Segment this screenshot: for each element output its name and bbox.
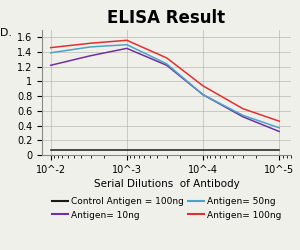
Antigen= 100ng xyxy=(89,42,92,45)
Line: Antigen= 50ng: Antigen= 50ng xyxy=(51,45,279,128)
Control Antigen = 100ng xyxy=(201,148,205,151)
Control Antigen = 100ng xyxy=(241,148,245,151)
Antigen= 10ng xyxy=(49,64,52,67)
Antigen= 100ng xyxy=(49,46,52,49)
Antigen= 100ng xyxy=(241,107,245,110)
Antigen= 10ng xyxy=(278,130,281,133)
Antigen= 50ng xyxy=(89,46,92,48)
Antigen= 50ng xyxy=(49,51,52,54)
Antigen= 10ng xyxy=(125,47,129,50)
Title: ELISA Result: ELISA Result xyxy=(107,9,226,27)
Antigen= 10ng xyxy=(89,54,92,57)
Antigen= 50ng xyxy=(201,93,205,96)
Antigen= 50ng xyxy=(241,114,245,117)
Antigen= 50ng xyxy=(125,43,129,46)
Line: Antigen= 100ng: Antigen= 100ng xyxy=(51,40,279,121)
Antigen= 100ng xyxy=(165,56,169,59)
Antigen= 10ng xyxy=(165,64,169,67)
Antigen= 10ng xyxy=(201,93,205,96)
Antigen= 100ng xyxy=(201,84,205,87)
Line: Antigen= 10ng: Antigen= 10ng xyxy=(51,48,279,132)
Antigen= 50ng xyxy=(165,62,169,65)
Control Antigen = 100ng xyxy=(89,148,92,151)
Control Antigen = 100ng xyxy=(125,148,129,151)
Control Antigen = 100ng xyxy=(165,148,169,151)
X-axis label: Serial Dilutions  of Antibody: Serial Dilutions of Antibody xyxy=(94,179,239,189)
Antigen= 10ng xyxy=(241,115,245,118)
Antigen= 100ng xyxy=(125,39,129,42)
Antigen= 100ng xyxy=(278,120,281,123)
Antigen= 50ng xyxy=(278,126,281,129)
Control Antigen = 100ng xyxy=(49,148,52,151)
Legend: Control Antigen = 100ng, Antigen= 10ng, Antigen= 50ng, Antigen= 100ng: Control Antigen = 100ng, Antigen= 10ng, … xyxy=(52,197,281,220)
Control Antigen = 100ng xyxy=(278,148,281,151)
Y-axis label: O.D.: O.D. xyxy=(0,28,12,38)
